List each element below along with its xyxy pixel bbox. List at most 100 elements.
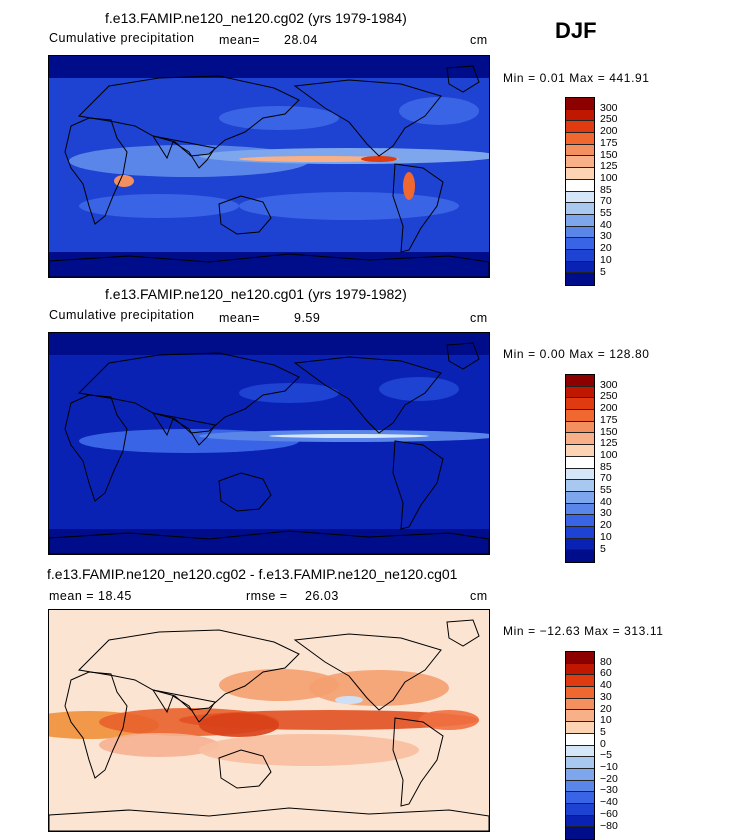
panel3-unit: cm: [470, 589, 488, 603]
precip-region: [379, 377, 459, 401]
colorbar-cell: [566, 663, 594, 676]
colorbar-cell: [566, 468, 594, 481]
colorbar-cell: [566, 710, 594, 723]
precip-region: [399, 97, 479, 125]
colorbar-tick-label: −10: [600, 761, 618, 773]
colorbar-tick-label: 125: [600, 160, 618, 173]
colorbar-tick-label: 175: [600, 136, 618, 149]
polar-dry-band: [49, 56, 489, 78]
precip-region: [219, 106, 339, 130]
colorbar-cell: [566, 503, 594, 516]
colorbar-cell: [566, 386, 594, 399]
panel2-title: f.e13.FAMIP.ne120_ne120.cg01 (yrs 1979-1…: [105, 286, 407, 302]
colorbar-cell: [566, 179, 594, 192]
coastline: [64, 117, 128, 225]
colorbar-cell: [566, 491, 594, 504]
coastline: [49, 807, 489, 831]
coastline: [77, 629, 300, 711]
coastline: [49, 253, 489, 277]
colorbar-tick-label: 5: [600, 542, 606, 555]
colorbar-tick-label: 200: [600, 125, 618, 138]
colorbar-cell: [566, 456, 594, 469]
colorbar-tick-label: 10: [600, 253, 612, 266]
colorbar-cell: [566, 480, 594, 492]
coastline: [64, 671, 128, 779]
panel1-mean-value: 28.04: [284, 33, 318, 47]
colorbar-cell: [566, 133, 594, 145]
coastline: [77, 75, 300, 157]
itcz-core: [361, 156, 397, 162]
panel2-mean-value: 9.59: [294, 311, 321, 325]
colorbar-cell: [566, 698, 594, 711]
colorbar-tick-label: 100: [600, 171, 618, 184]
panel1-colorbar: [565, 97, 595, 286]
colorbar-tick-label: 10: [600, 714, 612, 727]
panel3-map-svg: [49, 610, 489, 831]
colorbar-cell: [566, 815, 594, 828]
coastline: [151, 412, 216, 446]
coastline: [64, 394, 128, 502]
colorbar-tick-label: −60: [600, 807, 618, 820]
colorbar-tick-label: 55: [600, 484, 612, 496]
precip-anomaly-region: [199, 713, 279, 737]
panel1-minmax: Min = 0.01 Max = 441.91: [503, 71, 650, 85]
colorbar-tick-label: 300: [600, 101, 618, 114]
colorbar-tick-label: 70: [600, 472, 612, 485]
colorbar-cell: [566, 515, 594, 527]
colorbar-cell: [566, 168, 594, 180]
panel2-map-svg: [49, 333, 489, 554]
colorbar-tick-label: 125: [600, 437, 618, 450]
panel3-rmse-value: 26.03: [305, 589, 339, 603]
precip-region: [239, 383, 339, 403]
colorbar-tick-label: 40: [600, 679, 612, 692]
panel1-map-svg: [49, 56, 489, 277]
colorbar-cell: [566, 421, 594, 434]
coastline: [293, 356, 442, 434]
colorbar-tick-label: 30: [600, 507, 612, 520]
itcz-band: [239, 156, 399, 162]
colorbar-cell: [566, 375, 594, 387]
colorbar-tick-label: 20: [600, 242, 612, 255]
colorbar-tick-label: −80: [600, 819, 618, 832]
colorbar-cell: [566, 687, 594, 699]
colorbar-cell: [566, 445, 594, 457]
colorbar-tick-label: 0: [600, 737, 606, 750]
colorbar-cell: [566, 768, 594, 781]
colorbar-tick-label: 85: [600, 460, 612, 473]
colorbar-cell: [566, 261, 594, 274]
colorbar-tick-label: 40: [600, 495, 612, 508]
precip-hotspot: [403, 172, 415, 200]
colorbar-tick-label: 150: [600, 425, 618, 438]
colorbar-tick-label: 70: [600, 195, 612, 208]
colorbar-tick-label: −20: [600, 772, 618, 785]
colorbar-tick-label: 300: [600, 378, 618, 391]
colorbar-cell: [566, 827, 594, 839]
panel1-title: f.e13.FAMIP.ne120_ne120.cg02 (yrs 1979-1…: [105, 10, 407, 26]
panel2-colorbar: [565, 374, 595, 563]
colorbar-tick-label: 150: [600, 148, 618, 161]
precip-region: [239, 192, 459, 220]
precip-anomaly-region: [309, 670, 449, 706]
colorbar-cell: [566, 792, 594, 804]
coastline: [218, 195, 272, 235]
coastline: [293, 79, 442, 157]
panel2-unit: cm: [470, 311, 488, 325]
precip-anomaly-region: [99, 733, 219, 757]
precip-anomaly-region: [419, 710, 479, 730]
colorbar-cell: [566, 538, 594, 551]
colorbar-tick-label: 30: [600, 230, 612, 243]
colorbar-tick-label: 5: [600, 725, 606, 738]
panel3-title: f.e13.FAMIP.ne120_ne120.cg02 - f.e13.FAM…: [47, 566, 458, 582]
colorbar-cell: [566, 722, 594, 734]
colorbar-cell: [566, 398, 594, 411]
coastline: [446, 65, 480, 93]
colorbar-tick-label: 100: [600, 448, 618, 461]
colorbar-cell: [566, 745, 594, 758]
coastline: [392, 440, 444, 530]
precip-anomaly-region: [219, 669, 339, 701]
colorbar-cell: [566, 214, 594, 227]
precip-anomaly-region: [199, 734, 419, 766]
colorbar-tick-label: 10: [600, 530, 612, 543]
colorbar-cell: [566, 156, 594, 169]
coastline: [151, 689, 216, 723]
